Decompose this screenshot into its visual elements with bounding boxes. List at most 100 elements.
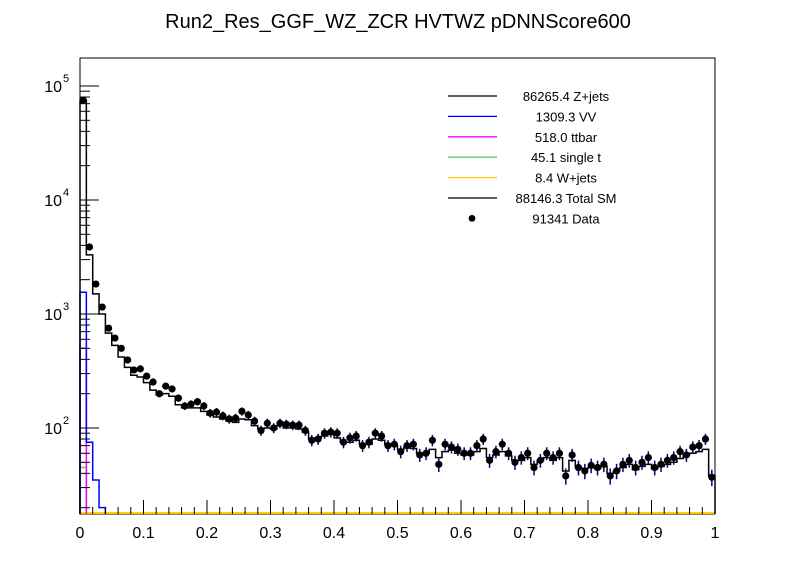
data-point xyxy=(346,434,354,442)
data-point xyxy=(257,426,265,435)
data-point xyxy=(92,280,100,288)
data-point xyxy=(466,449,475,457)
y-tick-label: 10 xyxy=(44,193,62,210)
data-point xyxy=(498,440,506,448)
data-point xyxy=(276,419,284,427)
histogram-single-t xyxy=(79,466,88,514)
data-point xyxy=(619,460,627,468)
y-tick-exponent: 2 xyxy=(63,415,69,427)
data-point xyxy=(155,390,163,398)
x-tick-label: 1 xyxy=(711,525,720,542)
data-point xyxy=(352,432,360,440)
data-point xyxy=(454,445,462,453)
data-point xyxy=(289,421,297,429)
data-point xyxy=(308,436,316,444)
y-tick-exponent: 4 xyxy=(63,187,69,199)
data-point xyxy=(555,449,564,457)
data-point xyxy=(212,408,221,416)
data-point xyxy=(282,420,290,428)
x-tick-label: 0.9 xyxy=(640,525,662,542)
data-point xyxy=(225,415,233,423)
data-point xyxy=(378,432,386,440)
data-point xyxy=(638,458,646,466)
data-point xyxy=(632,463,640,472)
data-point xyxy=(371,429,379,437)
x-tick-label: 0.6 xyxy=(450,525,472,542)
data-point xyxy=(587,461,595,469)
data-point xyxy=(295,421,303,429)
data-point xyxy=(124,356,132,364)
data-point xyxy=(104,324,113,332)
data-point xyxy=(136,365,144,373)
legend-label: 45.1 single t xyxy=(531,150,601,165)
data-point xyxy=(530,463,538,472)
data-point xyxy=(435,460,443,468)
data-point xyxy=(270,424,278,432)
data-point xyxy=(384,442,392,450)
data-point xyxy=(485,456,494,464)
data-point xyxy=(517,453,525,462)
data-point xyxy=(263,419,271,427)
data-point xyxy=(644,453,652,462)
data-point xyxy=(85,243,94,251)
legend-label: 88146.3 Total SM xyxy=(516,191,617,206)
legend-label: 518.0 ttbar xyxy=(535,130,598,145)
data-point xyxy=(612,467,621,475)
data-point xyxy=(492,448,500,456)
x-tick-label: 0.2 xyxy=(196,525,218,542)
legend-marker-icon xyxy=(468,215,476,222)
data-point xyxy=(301,426,310,435)
data-point xyxy=(600,460,608,468)
data-point xyxy=(479,435,487,443)
data-point xyxy=(574,463,583,472)
data-point xyxy=(676,448,684,456)
data-point xyxy=(505,449,513,457)
x-tick-label: 0 xyxy=(76,525,85,542)
data-point xyxy=(651,463,659,472)
y-tick-exponent: 5 xyxy=(63,73,69,85)
data-point xyxy=(682,451,691,459)
x-tick-label: 0.7 xyxy=(513,525,535,542)
data-point xyxy=(390,440,398,448)
data-point xyxy=(562,472,570,480)
data-point xyxy=(98,303,106,311)
data-point xyxy=(695,442,703,450)
data-point xyxy=(320,429,329,437)
data-point xyxy=(670,453,678,462)
data-point xyxy=(244,411,252,419)
data-point xyxy=(168,385,176,393)
data-point xyxy=(708,473,716,481)
data-point xyxy=(397,448,405,456)
data-point xyxy=(314,435,322,443)
data-point xyxy=(536,456,544,464)
data-point xyxy=(162,382,170,390)
data-point xyxy=(200,402,208,410)
data-point xyxy=(701,435,710,443)
x-tick-label: 0.4 xyxy=(323,525,345,542)
y-tick-exponent: 3 xyxy=(63,301,69,313)
data-point xyxy=(181,402,189,410)
histogram-vv xyxy=(79,291,107,514)
data-point xyxy=(447,443,456,451)
legend-label: 91341 Data xyxy=(532,211,600,226)
data-point xyxy=(689,443,697,451)
data-point xyxy=(460,449,468,457)
data-point xyxy=(657,460,665,468)
data-point xyxy=(174,394,183,402)
data-point xyxy=(625,456,633,464)
data-point xyxy=(206,409,214,417)
y-tick-label: 10 xyxy=(44,307,62,324)
x-tick-label: 0.8 xyxy=(577,525,599,542)
data-point xyxy=(130,366,138,374)
chart-title: Run2_Res_GGF_WZ_ZCR HVTWZ pDNNScore600 xyxy=(165,11,631,33)
data-point xyxy=(339,438,348,446)
data-point xyxy=(111,334,119,342)
y-tick-label: 10 xyxy=(44,421,62,438)
data-point xyxy=(441,440,449,448)
data-point xyxy=(581,467,589,475)
data-point xyxy=(568,451,576,459)
data-point xyxy=(193,398,202,406)
data-point xyxy=(238,407,246,415)
